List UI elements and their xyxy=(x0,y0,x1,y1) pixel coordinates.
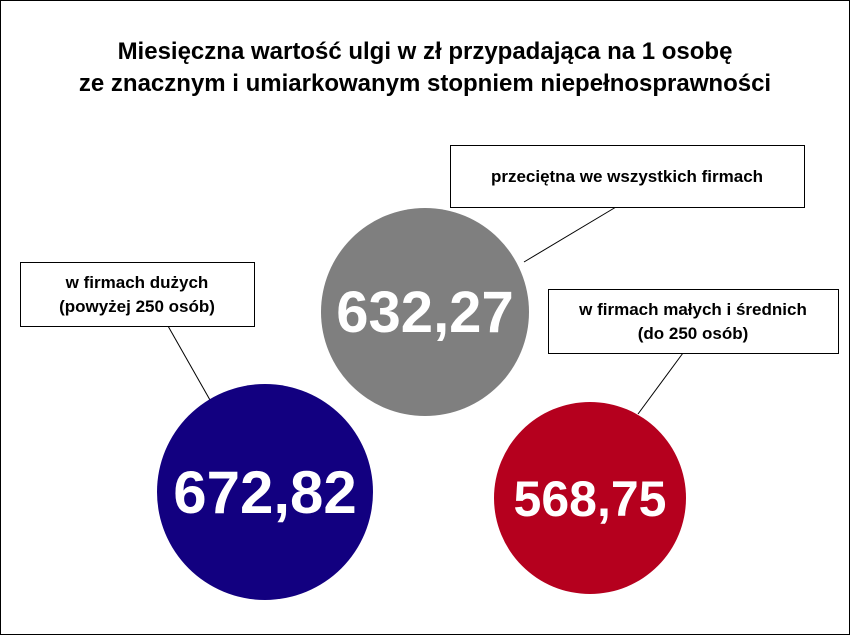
value-label-average: 632,27 xyxy=(336,280,513,345)
callout-box-large xyxy=(20,262,255,327)
callout-label-large: (powyżej 250 osób) xyxy=(59,297,215,316)
leader-line-large xyxy=(167,325,211,401)
bubble-small-medium xyxy=(494,402,686,594)
bubble-large xyxy=(157,384,373,600)
callout-box-small-medium xyxy=(548,289,839,354)
value-label-large: 672,82 xyxy=(173,459,357,526)
leader-line-average xyxy=(523,206,617,263)
callout-box-average xyxy=(450,145,805,208)
chart-title-line-2: ze znacznym i umiarkowanym stopniem niep… xyxy=(78,70,772,97)
callout-label-small-medium: (do 250 osób) xyxy=(638,324,749,343)
value-label-small-medium: 568,75 xyxy=(514,471,667,527)
chart-title: Miesięczna wartość ulgi w zł przypadając… xyxy=(0,36,850,100)
callout-label-large: w firmach dużych xyxy=(65,273,209,292)
callout-label-average: przeciętna we wszystkich firmach xyxy=(491,167,763,186)
callout-label-small-medium: w firmach małych i średnich xyxy=(578,300,807,319)
chart-title-line-1: Miesięczna wartość ulgi w zł przypadając… xyxy=(117,38,733,65)
leader-line-small-medium xyxy=(637,352,684,415)
bubble-average xyxy=(321,208,529,416)
